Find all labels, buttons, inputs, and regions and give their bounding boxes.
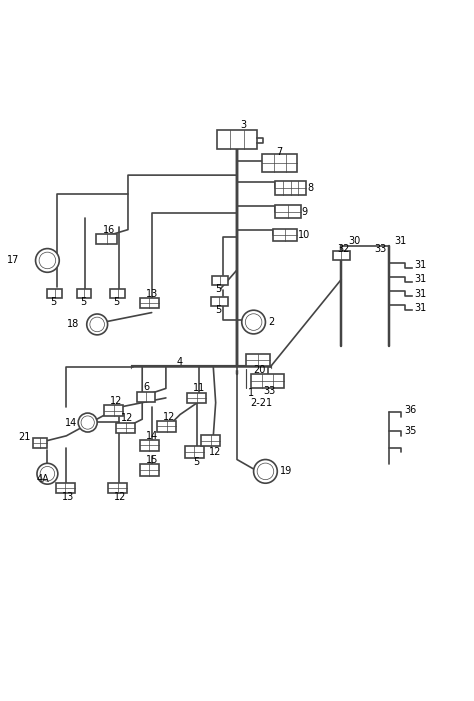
Circle shape bbox=[37, 463, 58, 484]
Text: 35: 35 bbox=[404, 426, 416, 436]
Bar bbox=[333, 251, 350, 261]
Text: 18: 18 bbox=[67, 320, 80, 329]
Bar bbox=[140, 298, 159, 308]
Text: 17: 17 bbox=[7, 255, 19, 266]
Text: 14: 14 bbox=[64, 418, 77, 428]
Bar bbox=[140, 464, 159, 476]
Text: 13: 13 bbox=[146, 289, 158, 299]
Text: 12: 12 bbox=[121, 414, 133, 423]
Bar bbox=[185, 447, 204, 458]
Text: 31: 31 bbox=[415, 303, 427, 313]
Bar bbox=[110, 289, 125, 299]
Text: 36: 36 bbox=[404, 404, 416, 415]
Bar bbox=[140, 440, 159, 451]
Bar bbox=[246, 354, 270, 366]
Circle shape bbox=[87, 314, 108, 335]
Text: 12: 12 bbox=[163, 412, 175, 422]
Bar bbox=[77, 289, 91, 299]
Text: 5: 5 bbox=[113, 297, 119, 307]
Bar bbox=[104, 405, 123, 416]
Bar bbox=[262, 154, 297, 172]
Text: 31: 31 bbox=[415, 260, 427, 270]
Text: 7: 7 bbox=[276, 147, 282, 157]
Text: 9: 9 bbox=[301, 207, 308, 217]
Bar bbox=[116, 423, 135, 433]
Text: 2: 2 bbox=[268, 317, 274, 327]
Text: 12: 12 bbox=[114, 492, 126, 503]
Bar bbox=[273, 229, 297, 241]
Bar bbox=[108, 483, 127, 494]
Text: 1: 1 bbox=[248, 388, 255, 398]
Text: 5: 5 bbox=[50, 297, 56, 307]
Text: 5: 5 bbox=[193, 457, 199, 467]
Bar bbox=[187, 393, 206, 403]
Bar bbox=[275, 181, 306, 195]
Text: 33: 33 bbox=[374, 243, 387, 254]
Circle shape bbox=[254, 460, 277, 483]
Bar bbox=[96, 234, 117, 245]
Bar bbox=[47, 289, 62, 299]
Bar bbox=[33, 438, 47, 448]
Text: 3: 3 bbox=[241, 121, 247, 130]
Bar bbox=[211, 275, 228, 285]
Text: 15: 15 bbox=[146, 456, 158, 465]
Text: 19: 19 bbox=[280, 466, 292, 477]
Text: 30: 30 bbox=[348, 236, 361, 245]
Text: 4: 4 bbox=[177, 358, 183, 367]
Text: 5: 5 bbox=[215, 305, 221, 315]
Text: 20: 20 bbox=[254, 365, 266, 376]
Text: 31: 31 bbox=[415, 274, 427, 285]
Text: 5: 5 bbox=[215, 284, 221, 294]
Text: 6: 6 bbox=[143, 383, 149, 393]
Text: 13: 13 bbox=[62, 492, 74, 503]
Bar bbox=[56, 483, 75, 494]
Text: 31: 31 bbox=[415, 289, 427, 299]
Text: 14: 14 bbox=[146, 431, 158, 441]
Circle shape bbox=[78, 413, 97, 432]
Bar bbox=[217, 130, 257, 149]
Text: 21: 21 bbox=[18, 432, 31, 442]
Text: 11: 11 bbox=[193, 383, 205, 393]
Text: 12: 12 bbox=[110, 396, 122, 406]
Text: 2-21: 2-21 bbox=[250, 397, 273, 408]
Text: 5: 5 bbox=[80, 297, 86, 307]
Bar bbox=[274, 205, 301, 218]
Bar bbox=[251, 374, 284, 388]
Bar bbox=[201, 435, 220, 447]
Text: 8: 8 bbox=[307, 183, 313, 193]
Text: 12: 12 bbox=[209, 447, 221, 458]
Text: 32: 32 bbox=[337, 243, 350, 254]
Bar bbox=[211, 297, 228, 306]
Circle shape bbox=[36, 249, 59, 272]
Text: 33: 33 bbox=[263, 386, 275, 396]
Bar bbox=[137, 392, 155, 402]
Text: 31: 31 bbox=[394, 236, 407, 245]
Circle shape bbox=[242, 311, 265, 334]
Text: 16: 16 bbox=[103, 224, 116, 235]
Bar bbox=[157, 421, 176, 432]
Text: 10: 10 bbox=[298, 231, 310, 240]
Text: 4A: 4A bbox=[37, 475, 50, 484]
